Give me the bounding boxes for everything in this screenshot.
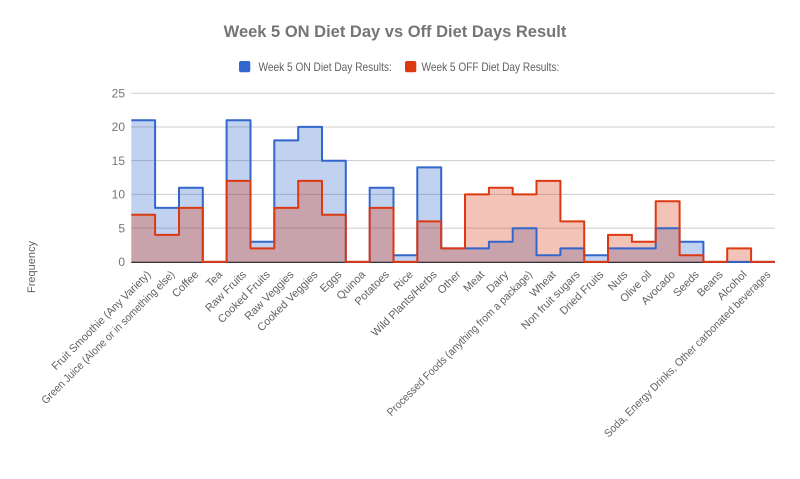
svg-text:Week 5 OFF Diet Day Results:: Week 5 OFF Diet Day Results: — [422, 60, 560, 74]
svg-text:Week 5 ON Diet Day Results:: Week 5 ON Diet Day Results: — [259, 60, 392, 74]
svg-text:10: 10 — [112, 188, 126, 202]
svg-text:Week 5 ON Diet Day vs Off Diet: Week 5 ON Diet Day vs Off Diet Days Resu… — [224, 23, 567, 41]
svg-text:15: 15 — [112, 154, 126, 168]
svg-text:20: 20 — [112, 120, 126, 134]
svg-text:25: 25 — [112, 86, 126, 100]
svg-text:Frequency: Frequency — [26, 241, 38, 293]
svg-text:0: 0 — [118, 255, 125, 269]
svg-text:5: 5 — [118, 221, 125, 235]
